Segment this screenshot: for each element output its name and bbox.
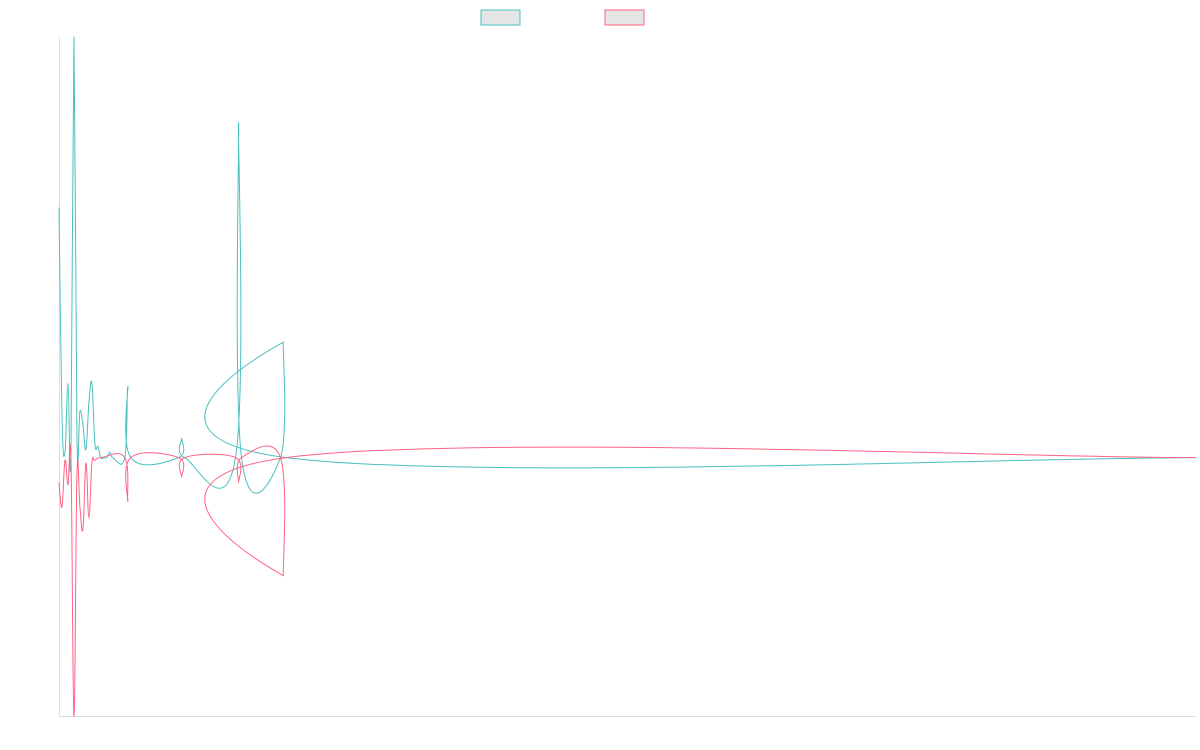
series-layer xyxy=(58,36,1197,717)
legend-item-series-b[interactable] xyxy=(604,9,645,26)
legend-item-series-a[interactable] xyxy=(480,9,521,26)
series-line-a[interactable] xyxy=(58,36,1197,494)
legend-swatch-series-b xyxy=(604,9,645,26)
series-line-b[interactable] xyxy=(58,444,1197,717)
legend xyxy=(480,9,645,26)
legend-swatch-series-a xyxy=(480,9,521,26)
